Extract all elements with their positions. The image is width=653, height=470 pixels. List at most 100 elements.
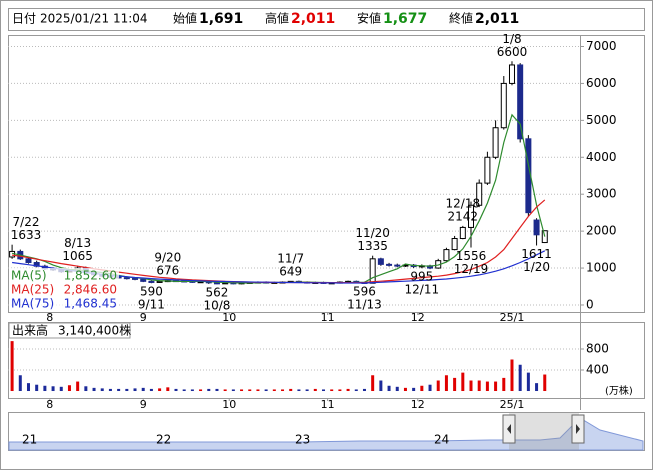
candle-body bbox=[500, 82, 507, 129]
date-label: 日付 bbox=[12, 12, 36, 26]
annotation-date: 7/22 bbox=[13, 215, 40, 229]
candle-body bbox=[25, 258, 32, 264]
volume-bar bbox=[444, 375, 448, 392]
volume-bar bbox=[43, 385, 47, 392]
volume-bar bbox=[313, 388, 317, 392]
volume-unit: (万株) bbox=[605, 384, 633, 397]
volume-bar bbox=[453, 377, 457, 392]
volume-bar bbox=[256, 389, 260, 392]
annotation-date: 11/20 bbox=[355, 226, 390, 240]
candle-body bbox=[476, 182, 483, 206]
volume-bar bbox=[35, 384, 39, 392]
candle-body bbox=[213, 282, 220, 285]
x-tick-label: 10 bbox=[222, 398, 236, 411]
y-tick-label: 800 bbox=[586, 341, 609, 355]
annotation-date: 10/8 bbox=[203, 299, 230, 313]
volume-title-box bbox=[8, 322, 131, 339]
high-label: 高値 bbox=[265, 11, 289, 26]
x-tick-label: 11 bbox=[321, 398, 335, 411]
volume-bar bbox=[436, 380, 440, 392]
date: 2025/01/21 11:04 bbox=[40, 12, 148, 26]
volume-bar bbox=[420, 385, 424, 392]
annotation-date: 11/7 bbox=[277, 252, 304, 266]
volume-bar bbox=[543, 374, 547, 392]
y-tick-label: 2000 bbox=[586, 224, 617, 238]
volume-bar bbox=[67, 385, 71, 392]
annotation-price: 562 bbox=[206, 286, 229, 300]
volume-bar bbox=[51, 386, 55, 392]
volume-bar bbox=[330, 389, 334, 392]
close-label: 終値 bbox=[449, 11, 473, 26]
x-tick-label: 11 bbox=[321, 311, 335, 324]
annotation-price: 995 bbox=[410, 270, 433, 284]
volume-bar bbox=[379, 380, 383, 392]
annotation-price: 1633 bbox=[11, 228, 42, 242]
volume-bar bbox=[272, 389, 276, 392]
navigator-label: 22 bbox=[156, 433, 171, 447]
y-tick-label: 400 bbox=[586, 363, 609, 377]
y-tick-label: 1000 bbox=[586, 261, 617, 275]
volume-bar bbox=[207, 388, 211, 392]
volume-bar bbox=[141, 387, 145, 392]
candle-body bbox=[140, 278, 147, 282]
candle-body bbox=[394, 264, 401, 267]
navigator-label: 23 bbox=[295, 433, 310, 447]
volume-bar bbox=[76, 381, 80, 392]
x-tick-label: 10 bbox=[222, 311, 236, 324]
annotation-date: 9/11 bbox=[138, 298, 165, 312]
navigator-label: 24 bbox=[434, 433, 449, 447]
volume-bar bbox=[133, 388, 137, 392]
y-tick-label: 0 bbox=[586, 297, 594, 311]
low-value: 1,677 bbox=[383, 11, 427, 27]
annotation-date: 11/13 bbox=[347, 297, 382, 311]
candle-body bbox=[148, 280, 155, 283]
navigator-window bbox=[509, 413, 579, 450]
candle-body bbox=[533, 219, 540, 236]
x-tick-label: 25/1 bbox=[500, 311, 525, 324]
candle-body bbox=[541, 230, 548, 244]
close-value: 2,011 bbox=[475, 11, 519, 27]
volume-bar bbox=[174, 388, 178, 392]
volume-bar bbox=[158, 388, 162, 392]
volume-bar bbox=[125, 388, 129, 392]
header-box bbox=[8, 8, 645, 31]
annotation-price: 1065 bbox=[62, 249, 93, 263]
high-value: 2,011 bbox=[291, 11, 335, 27]
x-tick-label: 9 bbox=[140, 311, 147, 324]
annotation-price: 1335 bbox=[357, 239, 388, 253]
candle-body bbox=[468, 204, 475, 228]
volume-bar bbox=[518, 364, 522, 392]
annotation-price: 596 bbox=[353, 284, 376, 298]
volume-bar bbox=[92, 387, 96, 392]
legend-box bbox=[9, 268, 119, 311]
annotation-date: 1/20 bbox=[523, 260, 550, 274]
annotation-date: 12/11 bbox=[405, 283, 440, 297]
y-tick-label: 6000 bbox=[586, 76, 617, 90]
volume-bar bbox=[166, 387, 170, 392]
volume-bar bbox=[502, 377, 506, 392]
annotation-date: 12/18 bbox=[446, 196, 481, 210]
candle-body bbox=[484, 156, 491, 184]
y-tick-label: 3000 bbox=[586, 187, 617, 201]
volume-bar bbox=[371, 375, 375, 392]
volume-bar bbox=[477, 380, 481, 392]
volume-bar bbox=[461, 372, 465, 392]
navigator-label: 21 bbox=[22, 433, 37, 447]
annotation-date: 1/8 bbox=[502, 32, 521, 46]
low-label: 安値 bbox=[357, 11, 381, 26]
volume-bar bbox=[59, 386, 63, 392]
x-tick-label: 8 bbox=[46, 311, 53, 324]
candle-body bbox=[451, 238, 458, 251]
annotation-price: 1611 bbox=[521, 247, 552, 261]
navigator-area bbox=[8, 417, 644, 451]
volume-bar bbox=[264, 389, 268, 392]
y-tick-label: 4000 bbox=[586, 150, 617, 164]
volume-bar bbox=[281, 389, 285, 392]
volume-latest: 3,140,400株 bbox=[58, 323, 131, 338]
candle-body bbox=[369, 258, 376, 284]
annotation-price: 6600 bbox=[497, 45, 528, 59]
volume-bar bbox=[305, 389, 309, 392]
x-tick-label: 12 bbox=[411, 311, 425, 324]
volume-bar bbox=[84, 386, 88, 392]
annotation-price: 676 bbox=[156, 264, 179, 278]
